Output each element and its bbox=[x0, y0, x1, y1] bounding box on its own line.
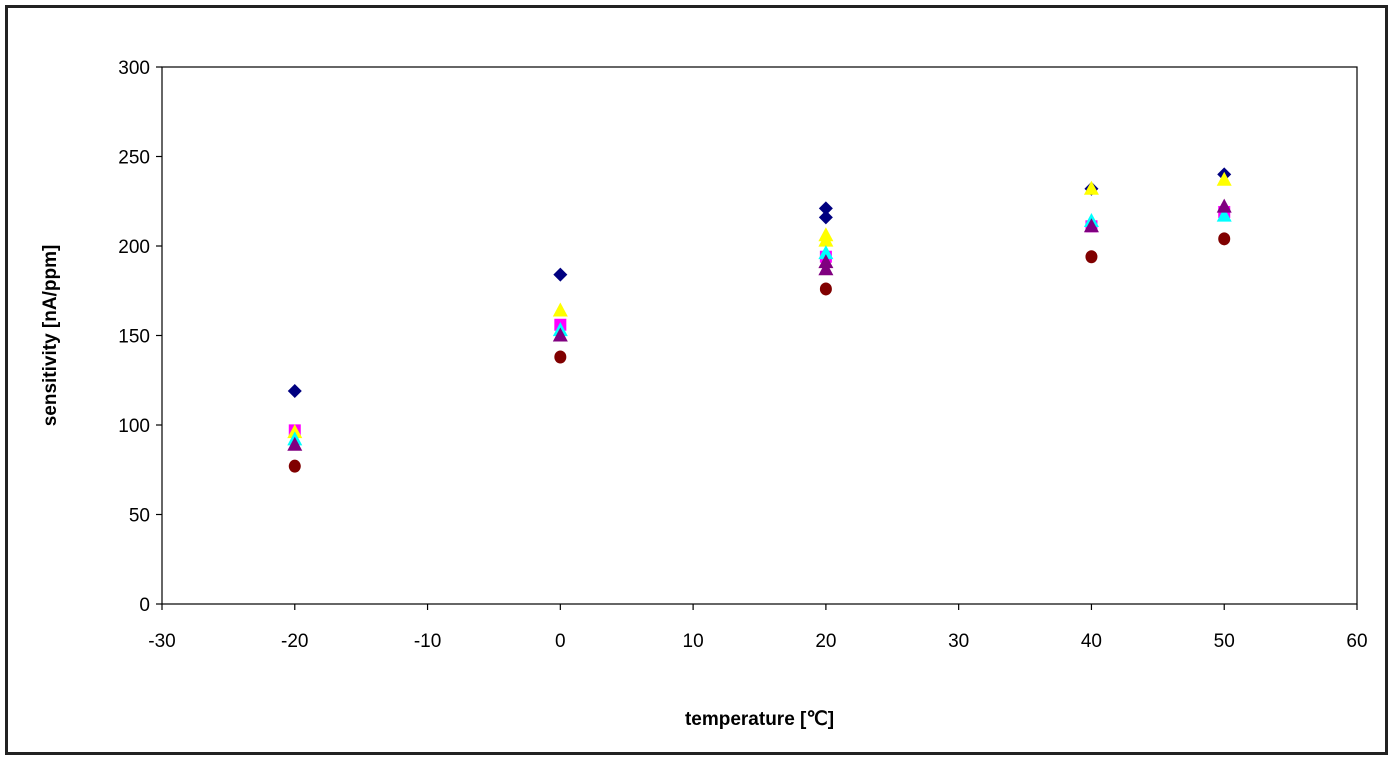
x-axis-title: temperature [℃] bbox=[685, 709, 834, 730]
y-axis-title: sensitivity [nA/ppm] bbox=[40, 245, 61, 427]
data-points bbox=[287, 167, 1232, 473]
x-tick-label: -10 bbox=[414, 631, 441, 652]
data-point-triangle bbox=[1216, 171, 1232, 186]
data-point-circle bbox=[1085, 250, 1098, 264]
data-point-triangle bbox=[552, 302, 568, 317]
data-point-triangle bbox=[1083, 180, 1099, 195]
x-tick-label: 10 bbox=[683, 631, 704, 652]
y-tick-label: 100 bbox=[118, 416, 150, 437]
y-tick-label: 250 bbox=[118, 148, 150, 169]
x-tick-label: -20 bbox=[281, 631, 308, 652]
x-tick-label: 20 bbox=[815, 631, 836, 652]
data-point-triangle bbox=[287, 424, 303, 439]
x-tick-label: 50 bbox=[1214, 631, 1235, 652]
data-point-diamond bbox=[553, 267, 568, 282]
data-point-diamond bbox=[287, 383, 302, 398]
data-point-circle bbox=[554, 350, 567, 364]
data-point-diamond bbox=[818, 210, 833, 225]
data-point-triangle bbox=[1216, 207, 1232, 222]
y-tick-label: 300 bbox=[118, 58, 150, 79]
plot-border bbox=[161, 66, 1358, 605]
y-tick-label: 150 bbox=[118, 327, 150, 348]
y-tick-label: 50 bbox=[129, 506, 150, 527]
data-point-circle bbox=[288, 459, 301, 473]
y-tick-label: 0 bbox=[139, 595, 150, 616]
data-point-triangle bbox=[1083, 218, 1099, 233]
data-point-triangle bbox=[818, 254, 834, 269]
x-tick-label: 60 bbox=[1346, 631, 1367, 652]
data-point-triangle bbox=[552, 327, 568, 342]
axes: 0 50 100 150 200 250 300 -30 -20 -10 0 10 20 30 40 50 60 bbox=[118, 58, 1367, 652]
plot-area bbox=[161, 66, 1358, 605]
data-point-triangle bbox=[818, 232, 834, 247]
data-point-triangle bbox=[1216, 198, 1232, 213]
data-point-triangle bbox=[818, 261, 834, 276]
data-point-circle bbox=[1218, 232, 1231, 246]
y-tick-label: 200 bbox=[118, 237, 150, 258]
data-point-circle bbox=[819, 282, 832, 296]
x-tick-label: 0 bbox=[555, 631, 566, 652]
data-point-triangle bbox=[287, 436, 303, 451]
data-point-triangle bbox=[818, 245, 834, 260]
x-tick-label: 40 bbox=[1081, 631, 1102, 652]
x-tick-label: -30 bbox=[148, 631, 175, 652]
data-point-diamond bbox=[818, 201, 833, 216]
x-tick-label: 30 bbox=[948, 631, 969, 652]
